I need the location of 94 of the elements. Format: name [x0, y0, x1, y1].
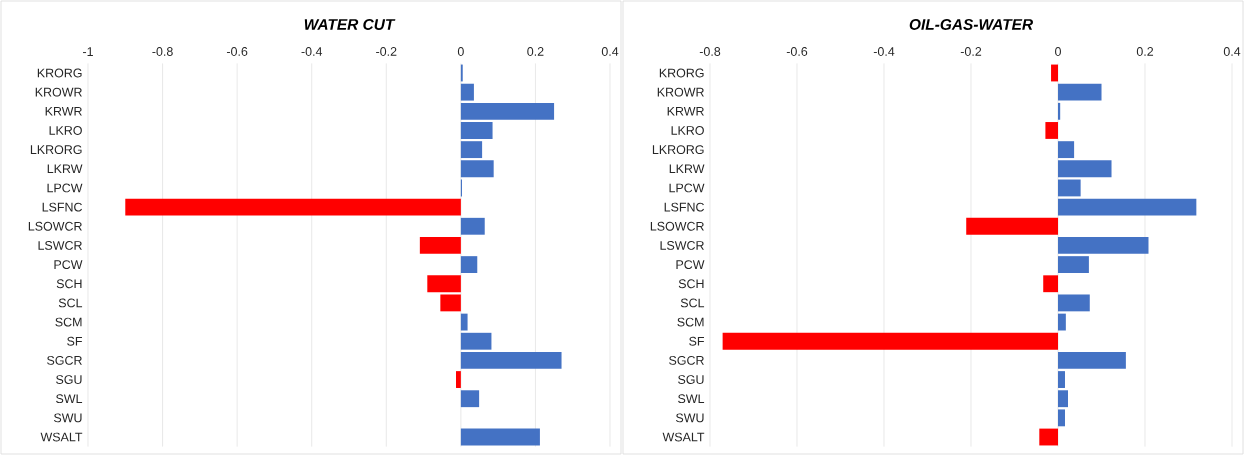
y-tick-label: LKRO	[49, 126, 82, 135]
chart-title: OIL-GAS-WATER	[909, 18, 1033, 30]
y-tick-label: SWU	[676, 413, 704, 423]
y-tick-label: SGCR	[47, 355, 82, 365]
bar	[1058, 198, 1197, 216]
bar	[722, 332, 1059, 350]
bar	[1058, 313, 1066, 331]
y-tick-label: SCM	[677, 317, 704, 327]
bar	[1043, 275, 1059, 293]
y-tick-label: KRWR	[667, 107, 704, 116]
y-tick-label: PCW	[54, 260, 83, 269]
x-tick-label: 0.2	[527, 47, 544, 56]
bar	[1058, 141, 1075, 159]
y-tick-label: WSALT	[662, 432, 705, 442]
bar	[456, 371, 461, 388]
y-tick-label: LKRORG	[652, 145, 704, 155]
y-tick-label: WSALT	[40, 432, 83, 442]
y-tick-label: SGU	[678, 375, 704, 384]
y-tick-label: SCH	[678, 279, 704, 289]
x-tick-label: 0.2	[1136, 47, 1154, 56]
bar	[1058, 409, 1065, 427]
bar	[1058, 102, 1061, 120]
y-tick-label: SF	[67, 336, 82, 346]
x-tick-label: 0	[457, 47, 464, 56]
bar	[460, 102, 555, 120]
x-tick-label: -0.6	[226, 47, 248, 56]
y-tick-label: LSWCR	[660, 241, 704, 250]
bar	[460, 428, 540, 446]
y-tick-label: SCL	[680, 298, 705, 308]
x-tick-label: -0.6	[786, 47, 808, 56]
y-tick-label: LSFNC	[664, 202, 705, 212]
bar	[1058, 351, 1126, 369]
chart-title: WATER CUT	[304, 18, 396, 30]
y-tick-label: LPCW	[47, 183, 83, 193]
y-tick-label: SGCR	[669, 355, 704, 365]
y-tick-label: LKRORG	[30, 145, 82, 155]
x-tick-label: 0.4	[1223, 47, 1241, 56]
bar	[460, 332, 492, 350]
x-tick-label: -0.4	[873, 47, 895, 56]
y-tick-label: SGU	[56, 375, 82, 384]
bar	[427, 275, 461, 293]
bar	[1058, 256, 1089, 274]
y-tick-label: KRORG	[659, 68, 704, 78]
y-tick-label: LPCW	[669, 183, 705, 193]
x-tick-label: 0.4	[601, 47, 619, 56]
y-tick-label: SWL	[678, 394, 705, 404]
bar	[419, 237, 461, 254]
bar	[460, 122, 493, 139]
bar	[966, 217, 1059, 235]
bar	[1058, 371, 1065, 388]
x-tick-label: 0	[1055, 47, 1061, 56]
bar	[440, 294, 461, 312]
x-tick-label: -0.4	[301, 47, 323, 56]
bar	[1051, 64, 1059, 82]
bar	[1058, 83, 1102, 101]
bar	[1045, 122, 1059, 139]
bar	[460, 313, 468, 331]
bar	[460, 256, 478, 274]
x-tick-label: -1	[83, 47, 93, 56]
x-tick-label: -0.2	[960, 47, 982, 56]
y-tick-label: SF	[689, 336, 704, 346]
y-tick-label: SCH	[56, 279, 82, 289]
y-tick-label: LKRO	[671, 126, 704, 135]
y-tick-label: KROWR	[35, 87, 82, 97]
bar	[460, 83, 474, 101]
y-tick-label: KRWR	[45, 107, 82, 116]
bar	[1058, 179, 1081, 197]
y-tick-label: LKRW	[47, 164, 83, 174]
bar	[460, 351, 562, 369]
bar	[1058, 390, 1069, 408]
y-tick-label: PCW	[676, 260, 705, 269]
x-tick-label: -0.8	[152, 47, 173, 56]
x-tick-label: -0.2	[376, 47, 397, 56]
y-tick-label: KRORG	[37, 68, 82, 78]
y-tick-label: LKRW	[669, 164, 705, 174]
y-tick-label: KROWR	[657, 87, 704, 97]
bar	[460, 141, 483, 159]
x-tick-label: -0.8	[699, 47, 721, 56]
y-tick-label: SCM	[55, 317, 82, 327]
y-tick-label: LSOWCR	[650, 221, 704, 231]
y-tick-label: LSOWCR	[28, 221, 82, 231]
bar	[125, 198, 461, 216]
y-tick-label: LSFNC	[42, 202, 82, 212]
y-tick-label: LSWCR	[38, 241, 82, 250]
bar	[460, 390, 480, 408]
bar	[1039, 428, 1059, 446]
bar	[460, 217, 485, 235]
bar	[1058, 237, 1149, 254]
y-tick-label: SCL	[58, 298, 83, 308]
y-tick-label: SWU	[53, 413, 82, 423]
bar	[460, 160, 494, 178]
bar	[1058, 160, 1112, 178]
y-tick-label: SWL	[56, 394, 83, 404]
bar	[1058, 294, 1090, 312]
